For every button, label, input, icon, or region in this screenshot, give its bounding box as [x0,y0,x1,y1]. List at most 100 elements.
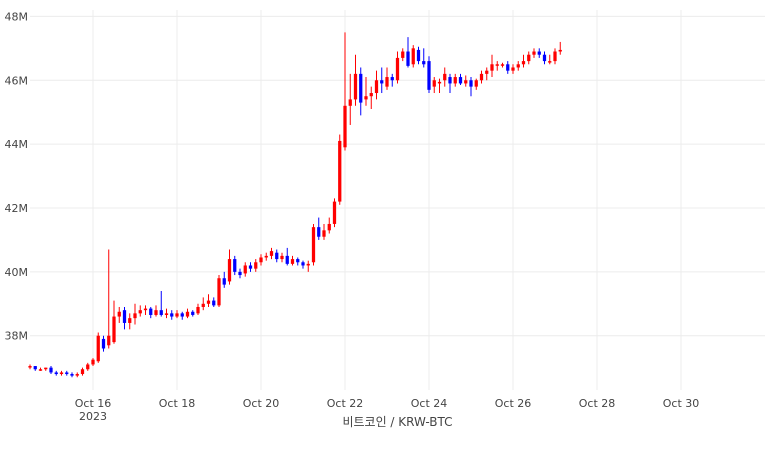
candle-body [38,369,43,371]
candle-up [364,77,368,106]
candle-body [359,73,363,103]
candle-body [96,335,100,362]
x-tick-label: Oct 20 [243,397,280,410]
candle-down [170,310,174,320]
candle-up [385,67,389,90]
candle-body [91,359,95,365]
candle-body [380,80,384,84]
candle-down [301,260,305,269]
candle-body [458,77,463,84]
candle-down [422,48,426,68]
candle-body [259,257,263,263]
candle-up [464,75,468,87]
candle-down [238,268,242,279]
candle-down [458,73,463,86]
candle-up [138,305,142,317]
y-tick-label: 46M [5,74,29,87]
x-axis-title: 비트코인 / KRW-BTC [342,415,452,429]
candle-body [558,49,562,52]
candle-up [516,61,520,71]
candle-body [427,61,431,90]
candle-up [553,48,557,65]
candle-up [521,54,526,68]
candle-body [275,252,279,260]
candle-body [122,310,127,323]
candle-body [149,308,153,315]
candle-down [317,217,321,240]
candle-body [516,64,520,68]
candle-up [548,54,552,65]
candle-body [248,265,253,269]
candle-body [448,77,452,84]
candle-down [233,255,237,276]
candle-body [175,313,179,317]
candle-up [185,308,190,319]
candle-body [385,77,389,87]
candle-body [506,64,510,71]
candle-body [227,259,232,282]
candle-up [401,48,405,62]
candle-up [196,303,200,315]
candle-down [149,306,153,319]
candle-up [485,67,489,81]
candle-body [217,278,221,306]
candle-down [159,291,163,317]
candle-body [296,259,300,263]
candle-down [101,335,106,352]
candle-up [264,252,268,261]
x-tick-label: Oct 16 [75,397,112,410]
candle-up [479,70,484,84]
x-tick-label: Oct 26 [495,397,532,410]
candle-body [542,54,547,62]
candle-down [33,366,37,371]
candle-body [44,367,48,370]
candle-body [495,64,499,66]
candle-body [474,80,478,87]
candle-body [238,271,242,276]
candle-body [364,96,368,100]
candle-body [390,77,394,81]
candle-up [443,67,447,87]
candle-down [54,370,58,376]
candle-down [380,67,384,94]
candle-body [553,51,557,62]
candle-up [437,78,442,94]
candle-body [254,262,258,269]
candle-up [374,70,379,100]
candle-up [322,223,326,240]
candle-body [128,318,132,323]
candle-body [411,48,415,65]
candle-up [227,249,232,285]
candle-body [353,73,358,100]
candle-body [191,311,195,315]
candle-up [259,254,263,266]
candle-body [117,311,121,317]
candle-body [485,70,489,74]
candle-down [537,48,541,58]
x-tick-sublabel: 2023 [79,410,107,423]
candle-up [338,134,342,205]
candle-up [80,367,85,376]
candle-up [290,255,295,266]
candle-body [233,259,237,272]
candle-up [96,332,100,363]
candle-down [180,311,184,320]
candle-up [154,305,158,317]
candle-body [469,80,473,87]
candle-up [201,297,205,311]
candle-body [154,310,158,315]
candle-body [101,338,106,349]
y-tick-label: 48M [5,10,29,23]
candle-body [348,99,352,106]
candle-body [290,259,295,264]
candle-up [453,73,457,87]
candle-up [117,306,121,323]
candle-down [359,67,363,116]
candle-down [506,61,510,74]
candle-up [495,61,499,71]
candle-up [206,294,211,307]
candle-up [91,358,95,367]
